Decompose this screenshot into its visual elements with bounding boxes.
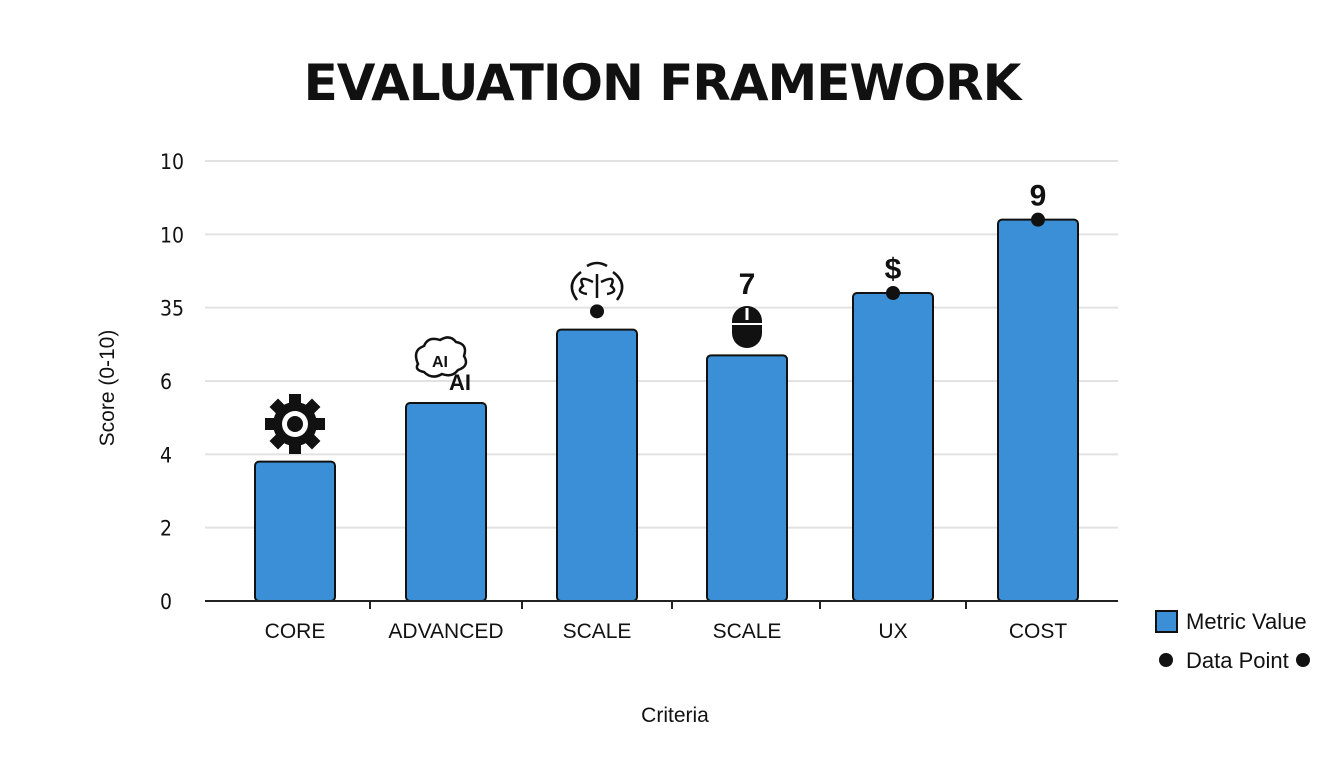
x-tick-label: SCALE [713,620,782,643]
mouse-icon [732,306,762,348]
x-axis: CORE ADVANCED SCALE SCALE UX COST [205,600,1118,643]
bar [852,292,934,602]
data-point [590,304,604,319]
legend: Metric Value Data Point [1155,609,1310,673]
gear-icon [265,394,325,454]
ai-label: AI [449,370,471,395]
legend-marker-data-point [1159,653,1173,667]
data-points [590,212,1045,319]
bar [254,460,336,602]
x-tick-label: ADVANCED [388,620,503,643]
data-point [1031,212,1045,227]
mouse-body [732,306,762,348]
y-axis-ticks: 0 2 4 6 35 10 10 [160,150,184,614]
brain-waves [570,261,624,301]
data-point [886,286,900,300]
y-tick-label: 0 [160,590,172,614]
annotation-label: 7 [739,268,756,301]
bars [254,218,1079,603]
y-tick-label: 10 [160,223,184,247]
brain-lobes [578,274,616,298]
annotation-label: 9 [1030,180,1047,213]
brain-icon [570,261,624,301]
x-tick-label: CORE [265,620,326,643]
bar [706,354,788,603]
legend-marker-data-point-right [1296,653,1310,667]
annotation-label: $ [885,253,902,286]
y-tick-label: 4 [160,443,172,467]
bar [405,402,487,602]
legend-label-metric-value: Metric Value [1186,609,1307,634]
y-axis-label: Score (0-10) [96,330,119,447]
brain-ai-text: AI [432,354,448,371]
legend-swatch-metric-value [1155,610,1178,633]
legend-label-data-point: Data Point [1186,648,1289,673]
gear-hub [287,416,303,432]
x-tick-label: UX [878,620,907,643]
brain-outline [414,336,468,378]
x-axis-label: Criteria [641,704,709,727]
x-tick-label: SCALE [563,620,632,643]
y-tick-label: 2 [160,517,172,541]
bar [997,218,1079,603]
y-tick-label: 6 [160,370,172,394]
bar [556,328,638,602]
y-tick-label: 35 [160,297,184,321]
y-tick-label: 10 [160,150,184,174]
gridlines [205,160,1118,529]
x-tick-label: COST [1009,620,1068,643]
chart-title: EVALUATION FRAMEWORK [304,54,1024,112]
